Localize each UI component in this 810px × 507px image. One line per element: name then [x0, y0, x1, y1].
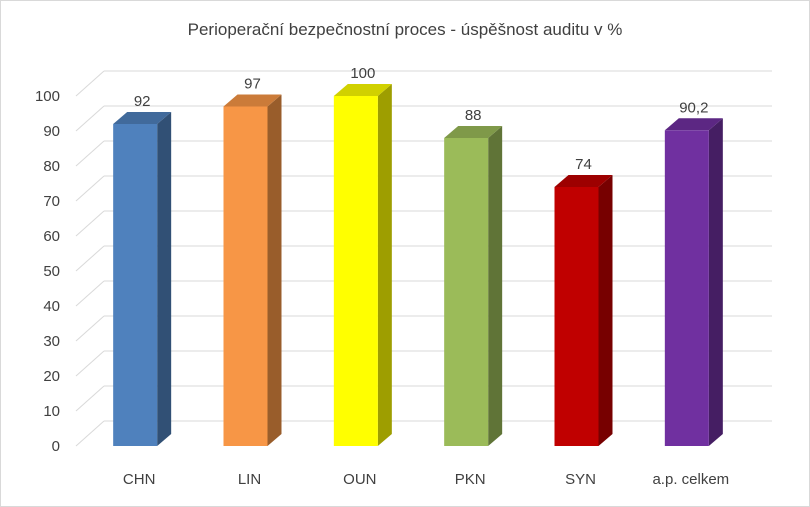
chart-title: Perioperační bezpečnostní proces - úspěš… [187, 20, 623, 39]
bar-front [223, 106, 268, 446]
bar-side [598, 175, 613, 446]
bar-side [488, 126, 503, 446]
gridline-depth [75, 385, 105, 412]
bar-front [333, 96, 378, 446]
data-label: 88 [465, 107, 482, 124]
bar-front [444, 138, 489, 446]
bar-top [113, 112, 172, 124]
gridline-depth [75, 245, 105, 272]
bar-top [444, 126, 503, 138]
bar-side [267, 94, 282, 446]
bar-front [554, 187, 599, 446]
bar-top [333, 84, 392, 96]
y-tick-label: 70 [43, 193, 60, 210]
gridline-depth [75, 210, 105, 237]
gridline-depth [75, 105, 105, 132]
bar-front [664, 130, 709, 447]
data-label: 90,2 [679, 99, 708, 116]
y-tick-label: 0 [52, 438, 60, 455]
x-tick-label: a.p. celkem [652, 471, 729, 488]
bar-CHN [113, 112, 172, 446]
bar-side [377, 84, 392, 446]
bar-PKN [444, 126, 503, 446]
gridline-depth [75, 280, 105, 307]
data-labels: 92 97 100 88 74 90,2 [134, 65, 709, 173]
x-tick-label: PKN [455, 471, 486, 488]
y-tick-label: 20 [43, 368, 60, 385]
x-tick-label: OUN [343, 471, 376, 488]
data-label: 97 [244, 76, 261, 93]
gridline-depth [75, 315, 105, 342]
bar-side [708, 118, 723, 447]
gridline-depth [75, 70, 105, 97]
bar-SYN [554, 175, 613, 446]
y-axis: 0 10 20 30 40 50 60 70 80 90 100 [35, 88, 60, 455]
gridline-depth [75, 175, 105, 202]
x-axis: CHN LIN OUN PKN SYN a.p. celkem [123, 471, 729, 488]
x-tick-label: CHN [123, 471, 156, 488]
y-tick-label: 80 [43, 158, 60, 175]
y-tick-label: 30 [43, 333, 60, 350]
x-tick-label: LIN [238, 471, 261, 488]
y-tick-label: 40 [43, 298, 60, 315]
gridlines [75, 70, 772, 447]
y-tick-label: 90 [43, 123, 60, 140]
bar-OUN [333, 84, 392, 446]
y-tick-label: 10 [43, 403, 60, 420]
y-tick-label: 50 [43, 263, 60, 280]
y-tick-label: 100 [35, 88, 60, 105]
gridline-depth [75, 350, 105, 377]
bar-top [664, 118, 723, 131]
bar-side [157, 112, 172, 446]
bar-LIN [223, 94, 282, 446]
bar-front [113, 124, 158, 446]
gridline-depth [75, 140, 105, 167]
bar-top [223, 94, 282, 107]
bar-top [554, 175, 613, 187]
x-tick-label: SYN [565, 471, 596, 488]
bar-a.p. celkem [664, 118, 723, 447]
data-label: 74 [575, 156, 592, 173]
bars [113, 84, 723, 447]
data-label: 100 [350, 65, 375, 82]
y-tick-label: 60 [43, 228, 60, 245]
gridline-depth [75, 420, 105, 447]
data-label: 92 [134, 93, 151, 110]
